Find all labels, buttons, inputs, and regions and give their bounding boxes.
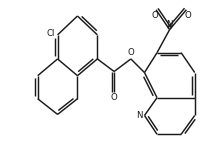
Text: O: O [152, 11, 158, 20]
Text: Cl: Cl [46, 29, 54, 38]
Text: O: O [111, 94, 118, 102]
Text: N: N [136, 111, 142, 120]
Text: N: N [166, 20, 173, 29]
Text: O: O [128, 48, 134, 57]
Text: O: O [184, 11, 191, 20]
